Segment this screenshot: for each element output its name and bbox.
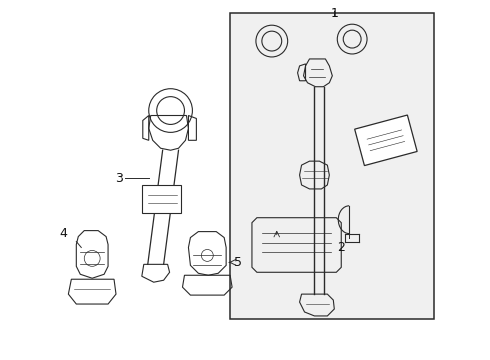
Polygon shape [142, 185, 180, 213]
Text: 1: 1 [330, 7, 338, 21]
Text: 2: 2 [337, 241, 345, 254]
Bar [230, 13, 434, 319]
Text: 5: 5 [234, 256, 242, 269]
Text: 3: 3 [115, 171, 123, 185]
Polygon shape [355, 115, 417, 166]
Text: 4: 4 [59, 226, 67, 239]
